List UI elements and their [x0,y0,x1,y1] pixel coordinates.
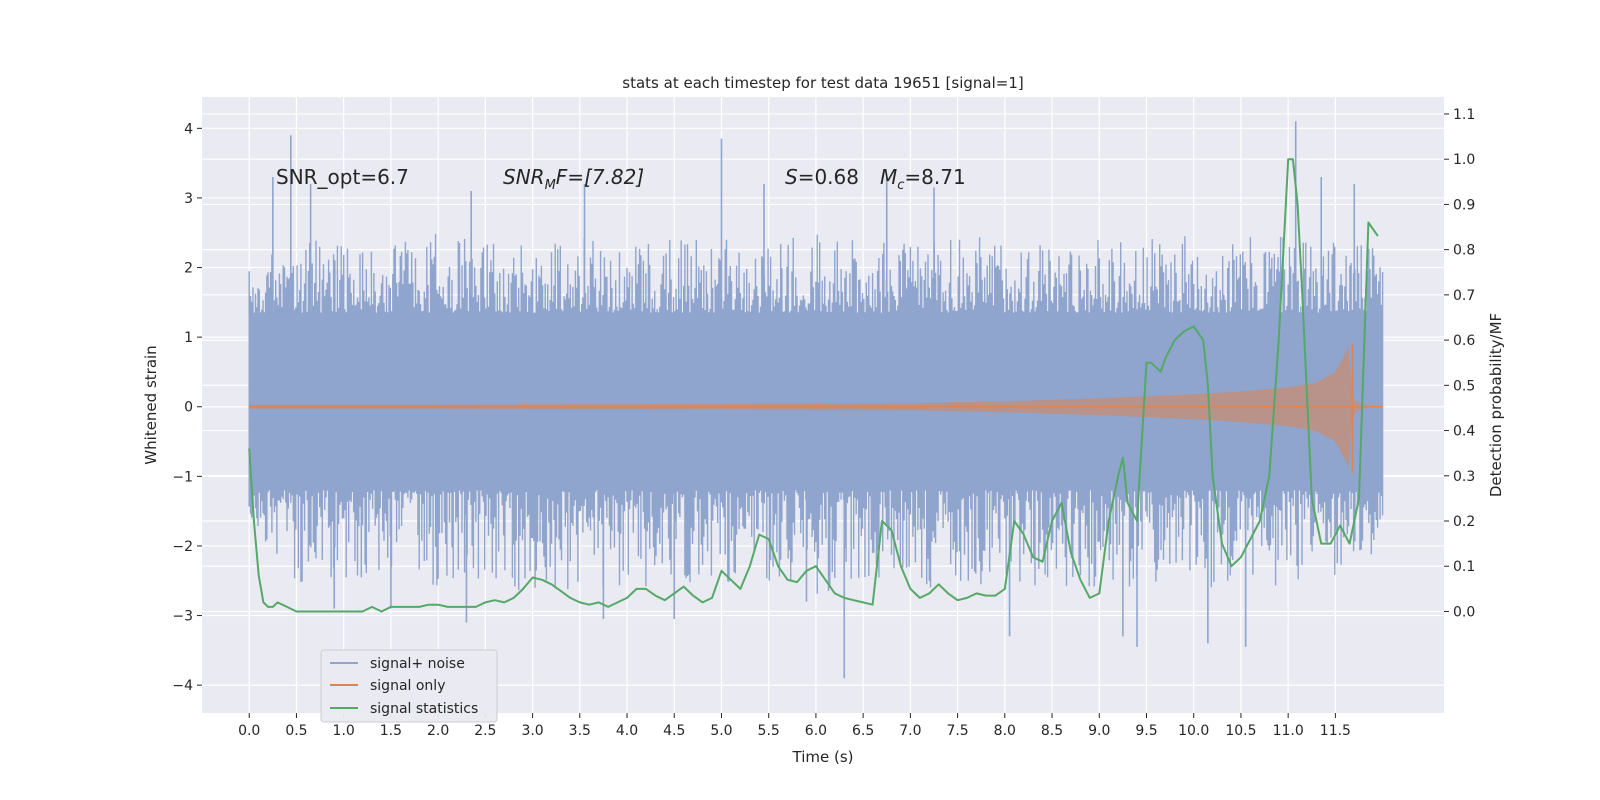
legend-label-signal: signal only [370,678,445,694]
annotation-snr-opt: SNR_opt=6.7 [276,165,409,189]
signal-statistics-series [248,158,1379,613]
right-y-axis-label: Detection probability/MF [1487,313,1505,497]
snr-mf-subscript: M [545,178,556,193]
legend: signal+ noise signal only signal statist… [320,649,498,723]
right-y-tick-label: 0.0 [1453,604,1475,620]
x-tick-label: 1.5 [380,723,402,739]
left-y-tick-label: 2 [184,261,193,277]
x-tick-label: 3.0 [521,723,543,739]
annotation-snr-mf: SNRMF=[7.82] [503,165,644,193]
annotation-mc: Mc=8.71 [880,165,966,193]
x-tick-label: 7.5 [946,723,968,739]
x-tick-label: 4.5 [663,723,685,739]
right-y-tick-label: 0.5 [1453,378,1475,394]
legend-label-statistics: signal statistics [370,701,478,717]
x-tick-label: 3.5 [569,723,591,739]
right-y-tick-label: 0.2 [1453,514,1475,530]
x-tick-label: 6.5 [852,723,874,739]
x-tick-labels: 0.0 0.5 1.0 1.5 2.0 2.5 3.0 3.5 4.0 4.5 5.0 5.5 6.0 6… [238,713,1351,739]
right-y-tick-label: 0.3 [1453,469,1475,485]
left-y-tick-label: −2 [172,539,193,555]
s-name: S [785,165,798,189]
right-y-tick-label: 0.7 [1453,288,1475,304]
left-y-tick-label: −3 [172,609,193,625]
x-tick-label: 2.0 [427,723,449,739]
x-tick-label: 9.5 [1135,723,1157,739]
left-y-tick-label: 0 [184,400,193,416]
mc-subscript: c [897,178,904,193]
x-tick-label: 2.5 [474,723,496,739]
x-axis-label: Time (s) [792,748,854,766]
right-y-tick-label: 1.0 [1453,152,1475,168]
mc-name: M [880,165,897,189]
right-y-tick-labels: 0.0 0.1 0.2 0.3 0.4 0.5 0.6 0.7 0.8 0.9 1.0 1.1 [1444,107,1475,620]
x-tick-label: 5.5 [758,723,780,739]
x-tick-label: 4.0 [616,723,638,739]
x-tick-label: 8.0 [994,723,1016,739]
x-tick-label: 11.0 [1273,723,1304,739]
x-tick-label: 10.5 [1225,723,1256,739]
x-tick-label: 6.0 [805,723,827,739]
right-y-tick-label: 0.6 [1453,333,1475,349]
left-y-tick-label: 3 [184,191,193,207]
right-y-tick-label: 0.1 [1453,559,1475,575]
left-y-tick-labels: −4 −3 −2 −1 0 1 2 3 4 [172,121,202,694]
right-y-tick-label: 0.9 [1453,197,1475,213]
legend-box [320,649,498,723]
s-rest: =0.68 [798,165,859,189]
left-y-tick-label: −1 [172,469,193,485]
right-y-tick-label: 0.4 [1453,424,1475,440]
x-tick-label: 10.0 [1178,723,1209,739]
x-tick-label: 1.0 [333,723,355,739]
x-tick-label: 0.5 [285,723,307,739]
x-tick-label: 7.0 [899,723,921,739]
snr-mf-name: SNR [503,165,545,189]
statistics-line [248,158,1379,613]
left-y-axis-label: Whitened strain [142,345,160,464]
x-tick-label: 0.0 [238,723,260,739]
x-tick-label: 9.0 [1088,723,1110,739]
legend-label-noise: signal+ noise [370,656,465,672]
chart-title: stats at each timestep for test data 196… [622,74,1023,92]
mc-rest: =8.71 [904,165,965,189]
left-y-tick-label: −4 [172,678,193,694]
left-y-tick-label: 4 [184,121,193,137]
annotation-s: S=0.68 [785,165,859,189]
snr-mf-rest: F=[7.82] [556,165,644,189]
right-y-tick-label: 0.8 [1453,243,1475,259]
signal-only-series [249,344,1383,473]
x-tick-label: 5.0 [710,723,732,739]
left-y-tick-label: 1 [184,330,193,346]
x-tick-label: 8.5 [1041,723,1063,739]
x-tick-label: 11.5 [1320,723,1351,739]
right-y-tick-label: 1.1 [1453,107,1475,123]
